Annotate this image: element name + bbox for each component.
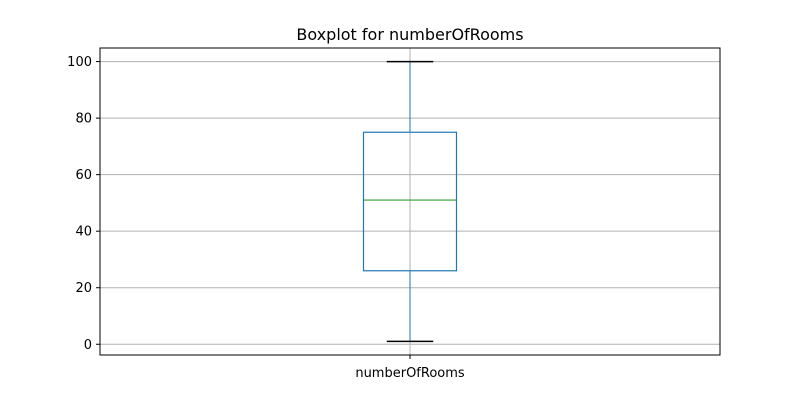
chart-title: Boxplot for numberOfRooms <box>296 25 523 44</box>
box-layer <box>362 60 458 343</box>
y-tick-label: 100 <box>67 55 92 70</box>
x-category-label: numberOfRooms <box>355 366 465 381</box>
plot-frame <box>99 47 721 356</box>
y-tick-label: 40 <box>75 225 92 240</box>
box-numberOfRooms <box>362 60 458 343</box>
y-axis-ticks: 0 20 40 60 80 100 <box>67 55 100 353</box>
y-tick-label: 60 <box>75 168 92 183</box>
x-axis-categories: numberOfRooms <box>355 355 465 381</box>
y-tick-label: 80 <box>75 112 92 127</box>
y-tick-label: 20 <box>75 281 92 296</box>
y-tick-label: 0 <box>84 338 92 353</box>
iqr-box <box>362 131 458 272</box>
